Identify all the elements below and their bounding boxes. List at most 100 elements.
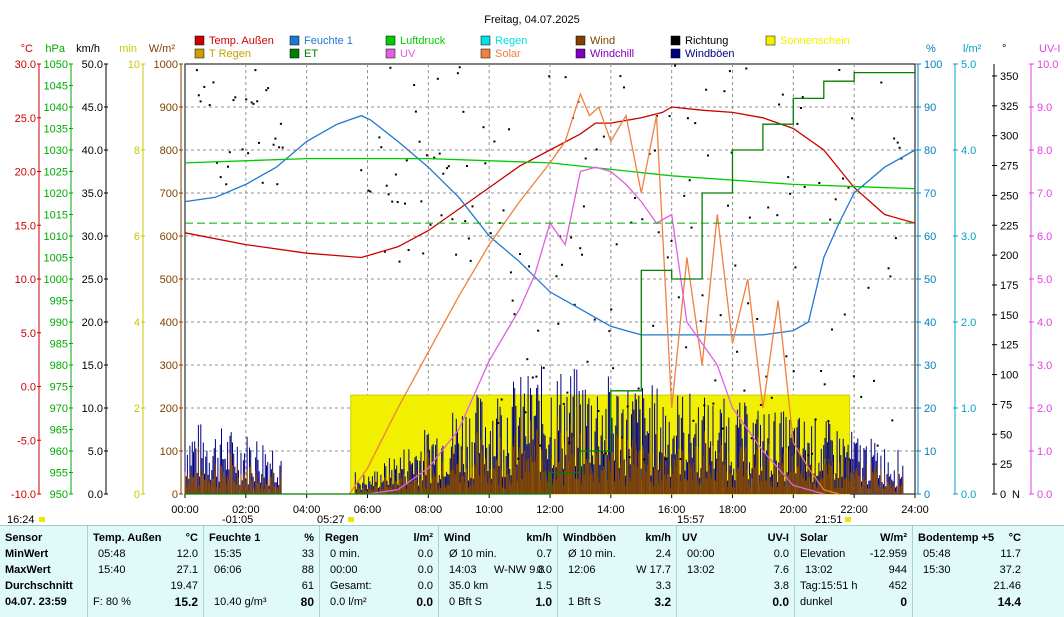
left-axis-tick-label: 1030: [44, 145, 68, 157]
wind-r1: Ø 10 min.: [449, 548, 497, 560]
legend-swatch: [194, 35, 205, 46]
wind-direction-dot: [712, 402, 715, 405]
soil-min: 11.7: [1000, 548, 1021, 560]
right-axis-tick-label: 90: [924, 102, 936, 114]
last-timestamp: 04.07. 23:59: [5, 596, 67, 608]
wind-direction-dot: [831, 328, 833, 331]
wind-direction-dot: [455, 253, 458, 256]
right-axis-tick-label: 2.0: [1037, 403, 1052, 415]
wind-direction-dot: [398, 260, 401, 263]
x-tick-label: 00:00: [171, 504, 199, 516]
legend-swatch: [670, 35, 681, 46]
left-axis-unit: W/m²: [149, 43, 176, 55]
legend-swatch: [575, 35, 586, 46]
wind-direction-dot: [641, 218, 644, 221]
wind-direction-dot: [608, 330, 611, 333]
time-mark-left: 16:24: [7, 514, 35, 525]
wind-direction-dot: [776, 214, 779, 217]
legend-swatch: [289, 35, 300, 46]
soil-current: 14.4: [997, 595, 1021, 609]
humidity-unit: %: [304, 532, 314, 544]
legend-swatch: [480, 35, 491, 46]
wind-r2-val: 0.0: [536, 564, 552, 576]
wind-direction-dot: [274, 137, 277, 140]
wind-direction-dot: [685, 346, 688, 349]
series-temp-au-en: [184, 106, 916, 259]
right-axis-tick-label: 20: [924, 403, 936, 415]
soil-header: Bodentemp +5: [918, 532, 995, 544]
left-axis-tick-label: 15.0: [82, 360, 103, 372]
left-axis-tick-label: -10.0: [11, 489, 36, 501]
wind-direction-dot: [860, 395, 863, 398]
left-axis-tick-label: 20.0: [15, 167, 36, 179]
wind-current: 1.0: [535, 595, 552, 609]
wind-direction-dot: [829, 218, 832, 221]
wind-direction-dot: [723, 90, 726, 93]
wind-direction-dot: [745, 67, 748, 70]
right-axis-tick-label: 75: [1000, 399, 1012, 411]
gust-r3-val: 3.3: [655, 580, 671, 592]
wind-direction-dot: [619, 75, 622, 78]
wind-direction-dot: [703, 404, 706, 407]
wind-direction-dot: [414, 110, 417, 113]
legend-label: Richtung: [685, 35, 728, 47]
left-axis-tick-label: 10: [128, 59, 140, 71]
time-mark-r3: 15:57: [677, 514, 705, 525]
wind-direction-dot: [701, 294, 704, 297]
wind-direction-dot: [272, 143, 275, 146]
wind-direction-dot: [557, 322, 560, 325]
wind-direction-dot: [219, 176, 222, 179]
legend-label: Windböen: [685, 48, 735, 60]
wind-direction-dot: [612, 367, 615, 370]
left-axis-tick-label: 965: [50, 425, 68, 437]
solar-r3: Tag:15:51 h: [800, 580, 858, 592]
uv-r1-val: 0.0: [773, 548, 789, 560]
wind-direction-dot: [489, 232, 492, 235]
wind-direction-dot: [847, 186, 850, 189]
left-axis-tick-label: 2: [134, 403, 140, 415]
right-axis-tick-label: 350: [1000, 71, 1018, 83]
left-axis-tick-label: 5.0: [88, 446, 103, 458]
right-axis-tick-label: 1.0: [961, 403, 976, 415]
wind-direction-dot: [674, 64, 677, 67]
wind-direction-dot: [811, 452, 813, 455]
wind-direction-dot: [429, 223, 432, 226]
left-axis-tick-label: 30.0: [15, 59, 36, 71]
gust-r2: 12:06: [568, 564, 596, 576]
right-axis-tick-label: 250: [1000, 190, 1018, 202]
wind-direction-dot: [383, 250, 386, 253]
temp-min-time: 05:48: [98, 548, 126, 560]
wind-direction-dot: [852, 375, 855, 378]
wind-direction-dot: [511, 299, 514, 302]
right-axis-tick-label: 2.0: [961, 317, 976, 329]
right-axis-tick-label: 30: [924, 360, 936, 372]
right-axis-tick-label: 5.0: [1037, 274, 1052, 286]
uv-column: UV UV-I 00:00 0.0 13:02 7.6 3.8 0.0: [676, 526, 794, 617]
left-axis-tick-label: 40.0: [82, 145, 103, 157]
wind-direction-dot: [597, 410, 600, 412]
wind-direction-dot: [595, 148, 598, 151]
wind-direction-dot: [666, 256, 669, 259]
wind-direction-dot: [464, 220, 467, 223]
wind-direction-dot: [677, 296, 680, 299]
wind-direction-dot: [898, 146, 901, 149]
left-axis-tick-label: 15.0: [15, 220, 36, 232]
wind-direction-dot: [528, 265, 531, 268]
wind-direction-dot: [827, 420, 830, 423]
wind-direction-dot: [484, 162, 487, 165]
legend-swatch: [575, 48, 586, 59]
wind-direction-dot: [568, 441, 571, 444]
wind-direction-dot: [258, 141, 260, 144]
wind-direction-dot: [433, 156, 436, 159]
wind-direction-dot: [254, 69, 257, 72]
wind-direction-dot: [250, 101, 253, 104]
wind-direction-dot: [542, 366, 545, 369]
wind-r2-max: W-NW 9.8: [494, 564, 545, 576]
left-axis-tick-label: 990: [50, 317, 68, 329]
wind-unit: km/h: [526, 532, 552, 544]
x-tick-label: 18:00: [719, 504, 747, 516]
wind-direction-dot: [438, 152, 441, 155]
wind-direction-dot: [756, 318, 759, 320]
wind-direction-dot: [818, 182, 821, 184]
temp-min: 12.0: [176, 548, 198, 560]
